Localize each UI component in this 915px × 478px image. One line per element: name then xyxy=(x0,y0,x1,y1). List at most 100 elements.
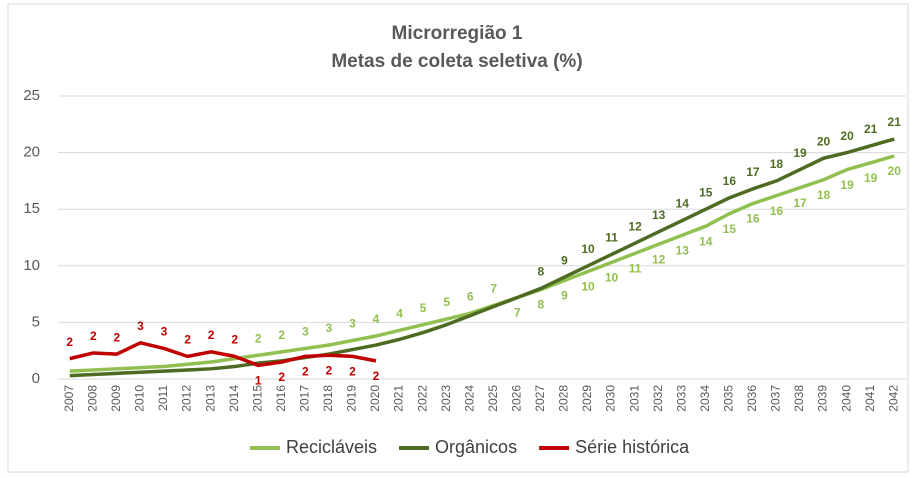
x-tick-label: 2021 xyxy=(392,385,406,412)
data-label: 3 xyxy=(349,317,356,331)
data-label: 15 xyxy=(699,185,713,199)
data-label: 3 xyxy=(137,319,144,333)
y-tick-label: 0 xyxy=(32,370,40,387)
x-tick-label: 2017 xyxy=(298,385,312,412)
x-tick-label: 2032 xyxy=(651,385,665,412)
x-tick-label: 2031 xyxy=(627,385,641,412)
data-label: 10 xyxy=(581,280,595,294)
data-label: 2 xyxy=(231,333,238,347)
data-label: 17 xyxy=(793,196,807,210)
data-label: 13 xyxy=(652,208,666,222)
chart-subtitle: Metas de coleta seletiva (%) xyxy=(331,51,582,72)
data-label: 2 xyxy=(114,330,121,344)
data-label: 20 xyxy=(817,134,831,148)
data-label: 6 xyxy=(467,290,474,304)
data-label: 20 xyxy=(888,164,902,178)
data-label: 1 xyxy=(255,374,262,388)
x-tick-label: 2011 xyxy=(156,385,170,411)
x-tick-label: 2013 xyxy=(203,385,217,412)
x-tick-label: 2009 xyxy=(109,385,123,412)
legend-label: Orgânicos xyxy=(435,437,517,457)
data-label: 7 xyxy=(490,282,497,296)
data-label: 9 xyxy=(561,253,568,267)
data-label: 5 xyxy=(420,301,427,315)
x-tick-label: 2024 xyxy=(462,385,476,412)
data-label: 16 xyxy=(746,212,760,226)
x-tick-label: 2037 xyxy=(769,385,783,412)
data-label: 20 xyxy=(840,129,854,143)
y-tick-label: 5 xyxy=(32,313,40,330)
data-label: 17 xyxy=(746,165,760,179)
x-tick-label: 2010 xyxy=(133,385,147,412)
data-label: 9 xyxy=(561,289,568,303)
x-tick-label: 2028 xyxy=(557,385,571,412)
x-tick-label: 2019 xyxy=(345,385,359,412)
x-tick-label: 2034 xyxy=(698,385,712,412)
data-label: 14 xyxy=(699,234,713,248)
series-line xyxy=(69,137,895,378)
x-tick-label: 2026 xyxy=(510,385,524,412)
x-tick-label: 2025 xyxy=(486,385,500,412)
data-label: 4 xyxy=(396,306,403,320)
data-label: 16 xyxy=(723,174,737,188)
x-tick-label: 2038 xyxy=(792,385,806,412)
data-label: 10 xyxy=(581,242,595,256)
data-label: 2 xyxy=(184,333,191,347)
data-label: 2 xyxy=(66,335,73,349)
data-label: 16 xyxy=(770,204,784,218)
data-label: 2 xyxy=(373,369,380,383)
data-label: 12 xyxy=(628,219,642,233)
x-tick-label: 2007 xyxy=(62,385,76,412)
x-tick-label: 2014 xyxy=(227,385,241,412)
data-label: 8 xyxy=(538,298,545,312)
data-label: 8 xyxy=(538,265,545,279)
legend-label: Série histórica xyxy=(575,437,690,457)
series-line xyxy=(69,341,377,368)
data-label: 19 xyxy=(840,178,854,192)
x-tick-label: 2023 xyxy=(439,385,453,412)
data-label: 14 xyxy=(676,197,690,211)
x-tick-label: 2041 xyxy=(863,385,877,412)
data-label: 2 xyxy=(255,331,262,345)
x-tick-label: 2015 xyxy=(250,385,264,412)
x-tick-label: 2016 xyxy=(274,385,288,412)
y-tick-label: 20 xyxy=(23,144,40,161)
data-label: 5 xyxy=(443,295,450,309)
data-label: 2 xyxy=(302,365,309,379)
data-label: 4 xyxy=(373,312,380,326)
x-tick-label: 2020 xyxy=(368,385,382,412)
data-label: 2 xyxy=(90,329,97,343)
y-tick-label: 10 xyxy=(23,257,40,274)
data-label: 18 xyxy=(770,157,784,171)
x-tick-label: 2027 xyxy=(533,385,547,412)
x-tick-label: 2018 xyxy=(321,385,335,412)
data-label: 2 xyxy=(349,365,356,379)
data-label: 3 xyxy=(161,325,168,339)
x-tick-label: 2042 xyxy=(886,385,900,412)
data-label: 7 xyxy=(514,306,521,320)
x-tick-label: 2012 xyxy=(180,385,194,412)
y-tick-label: 25 xyxy=(23,87,40,104)
x-tick-label: 2040 xyxy=(839,385,853,412)
data-label: 19 xyxy=(864,171,878,185)
data-label: 11 xyxy=(605,231,618,245)
chart-frame xyxy=(7,3,909,473)
x-tick-label: 2008 xyxy=(86,385,100,412)
x-tick-label: 2035 xyxy=(722,385,736,412)
data-label: 3 xyxy=(302,325,309,339)
x-tick-label: 2033 xyxy=(674,385,688,412)
data-label: 21 xyxy=(864,122,878,136)
data-label: 2 xyxy=(326,363,333,377)
legend-label: Recicláveis xyxy=(286,437,377,457)
data-label: 15 xyxy=(723,222,737,236)
data-label: 3 xyxy=(326,321,333,335)
data-label: 2 xyxy=(208,328,215,342)
x-tick-label: 2029 xyxy=(580,385,594,412)
data-label: 19 xyxy=(793,146,807,160)
x-tick-label: 2030 xyxy=(604,385,618,412)
chart-title: Microrregião 1 xyxy=(392,23,523,44)
data-label: 11 xyxy=(629,262,642,276)
x-tick-label: 2039 xyxy=(816,385,830,412)
data-label: 12 xyxy=(652,252,666,266)
